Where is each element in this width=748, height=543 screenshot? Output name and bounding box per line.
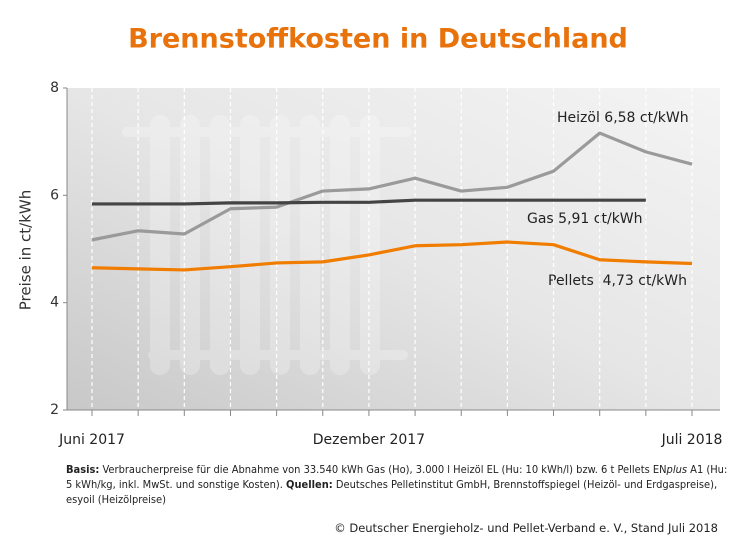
x-tick-label: Juli 2018 [661,432,723,448]
radiator-decoration [122,115,412,375]
note-label: Basis: [66,463,100,476]
annotation: Heizöl 6,58 ct/kWh [557,110,689,126]
note-label: Quellen: [286,478,333,491]
note-text: Deutsches Pelletinstitut GmbH, Brennstof… [66,478,718,506]
y-tick-label: 2 [50,402,59,418]
annotation: Gas 5,91 ct/kWh [527,211,643,227]
note-italic: plus [666,463,688,476]
series-line [92,198,646,206]
y-axis-label: Preise in ct/kWh [17,190,35,310]
note-text: A1 (Hu: 5 kWh/kg, inkl. MwSt. und sonsti… [66,463,728,491]
x-tick-label: Dezember 2017 [313,432,425,448]
x-tick-label: Juni 2017 [58,432,125,448]
y-tick-label: 4 [50,295,59,311]
annotation: Pellets 4,73 ct/kWh [548,273,687,289]
y-tick-label: 6 [50,187,59,203]
series-line [91,240,693,272]
y-tick-label: 8 [50,80,59,96]
series-line [91,131,693,242]
notes: Basis: Verbraucherpreise für die Abnahme… [66,462,736,507]
footer: © Deutscher Energieholz- und Pellet-Verb… [334,521,718,535]
chart-title: Brennstoffkosten in Deutschland [128,24,628,55]
chart: Brennstoffkosten in Deutschland Preise i… [17,24,723,449]
note-text: Verbraucherpreise für die Abnahme von 33… [102,463,667,476]
